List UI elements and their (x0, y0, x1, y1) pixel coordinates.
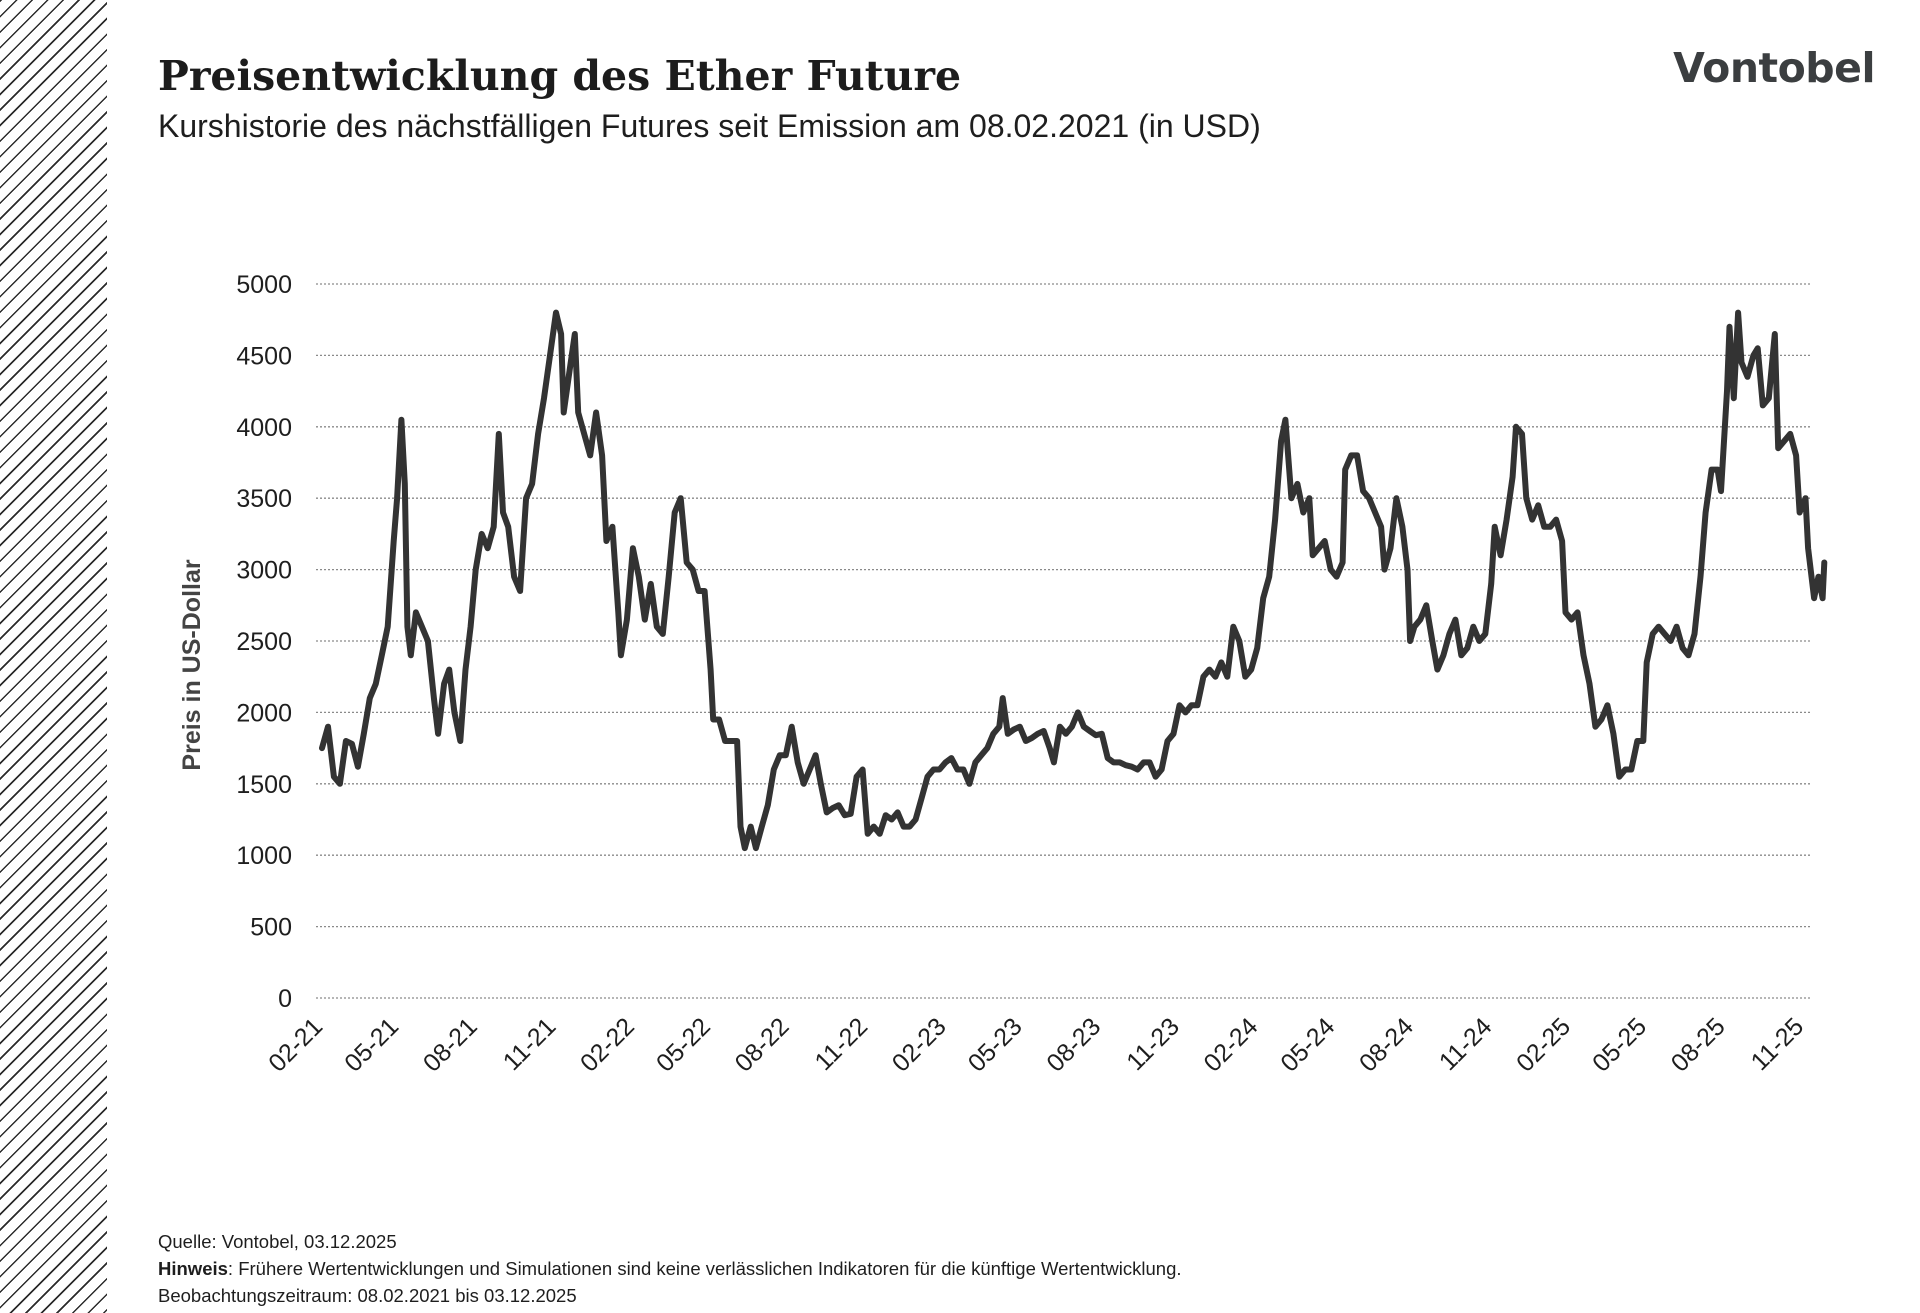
y-axis-ticks: 0 500 1000 1500 2000 2500 3000 3500 4000 4500 5000 (236, 271, 292, 1013)
y-tick-label: 2500 (236, 628, 292, 656)
x-tick-label: 05-24 (1275, 1012, 1340, 1077)
x-tick-label: 02-23 (887, 1012, 952, 1077)
gridlines (316, 283, 1810, 999)
decorative-hatch-band (0, 0, 107, 1313)
y-tick-label: 5000 (236, 271, 292, 299)
chart-subtitle: Kurshistorie des nächstfälligen Futures … (158, 108, 1261, 144)
y-tick-label: 3000 (236, 557, 292, 585)
x-tick-label: 11-24 (1434, 1012, 1498, 1076)
footer: Quelle: Vontobel, 03.12.2025 Hinweis: Fr… (158, 1228, 1182, 1309)
x-tick-label: 11-23 (1121, 1012, 1185, 1076)
series-line-ether-future (319, 309, 1828, 852)
x-axis-ticks: 02-21 05-21 08-21 11-21 02-22 05-22 08-22 11-22… (263, 1012, 1809, 1077)
y-tick-label: 4500 (236, 342, 292, 370)
y-axis-label: Preis in US-Dollar (178, 559, 206, 770)
x-tick-label: 05-21 (339, 1012, 404, 1077)
x-tick-label: 02-21 (263, 1012, 328, 1077)
x-tick-label: 02-22 (575, 1012, 640, 1077)
y-tick-label: 0 (278, 985, 292, 1013)
source-note: Quelle: Vontobel, 03.12.2025 (158, 1231, 397, 1252)
y-tick-label: 1500 (236, 771, 292, 799)
y-tick-label: 4000 (236, 414, 292, 442)
x-tick-label: 08-23 (1041, 1012, 1106, 1077)
observation-period: Beobachtungszeitraum: 08.02.2021 bis 03.… (158, 1285, 577, 1306)
x-tick-label: 05-25 (1587, 1012, 1652, 1077)
x-tick-label: 05-22 (651, 1012, 716, 1077)
vontobel-logo: Vontobel (1673, 44, 1875, 92)
x-tick-label: 11-21 (498, 1012, 562, 1076)
chart-title: Preisentwicklung des Ether Future (158, 52, 962, 100)
y-tick-label: 500 (250, 914, 292, 942)
y-tick-label: 3500 (236, 485, 292, 513)
x-tick-label: 08-21 (418, 1012, 483, 1077)
series-layer (319, 309, 1828, 852)
x-tick-label: 11-25 (1746, 1012, 1810, 1076)
disclaimer: Hinweis: Frühere Wertentwicklungen und S… (158, 1255, 1182, 1282)
x-tick-label: 08-24 (1354, 1012, 1419, 1077)
x-tick-label: 08-22 (730, 1012, 795, 1077)
y-tick-label: 2000 (236, 699, 292, 727)
x-tick-label: 08-25 (1666, 1012, 1731, 1077)
x-tick-label: 02-25 (1511, 1012, 1576, 1077)
y-tick-label: 1000 (236, 842, 292, 870)
x-tick-label: 05-23 (963, 1012, 1028, 1077)
x-tick-label: 11-22 (809, 1012, 873, 1076)
disclaimer-text: : Frühere Wertentwicklungen und Simulati… (227, 1258, 1182, 1279)
disclaimer-label: Hinweis (158, 1258, 228, 1279)
x-tick-label: 02-24 (1198, 1012, 1263, 1077)
